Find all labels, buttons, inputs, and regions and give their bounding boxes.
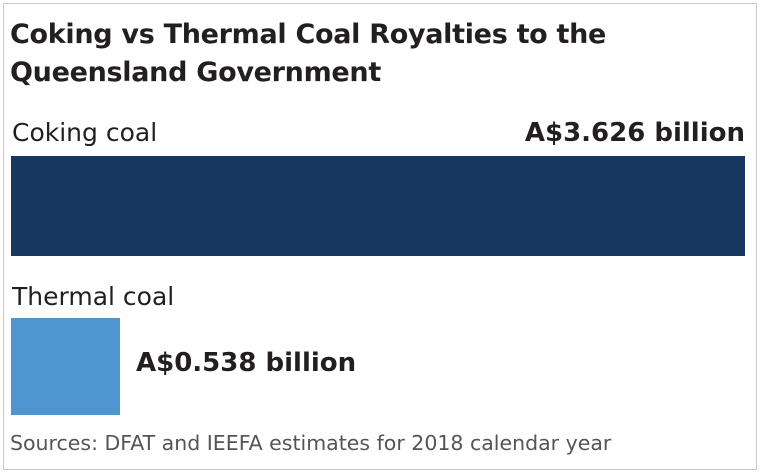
category-label-thermal-coal: Thermal coal <box>12 282 175 311</box>
bar-thermal-coal <box>11 318 120 415</box>
source-note: Sources: DFAT and IEEFA estimates for 20… <box>10 431 612 455</box>
chart-title: Coking vs Thermal Coal Royalties to the … <box>10 19 607 88</box>
value-label-coking-coal: A$3.626 billion <box>524 118 745 148</box>
bar-coking-coal <box>11 156 745 256</box>
value-label-thermal-coal: A$0.538 billion <box>136 348 357 378</box>
category-label-coking-coal: Coking coal <box>12 118 158 147</box>
